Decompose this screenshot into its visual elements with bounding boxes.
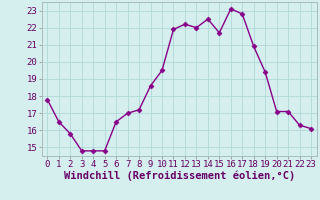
X-axis label: Windchill (Refroidissement éolien,°C): Windchill (Refroidissement éolien,°C) [64, 171, 295, 181]
